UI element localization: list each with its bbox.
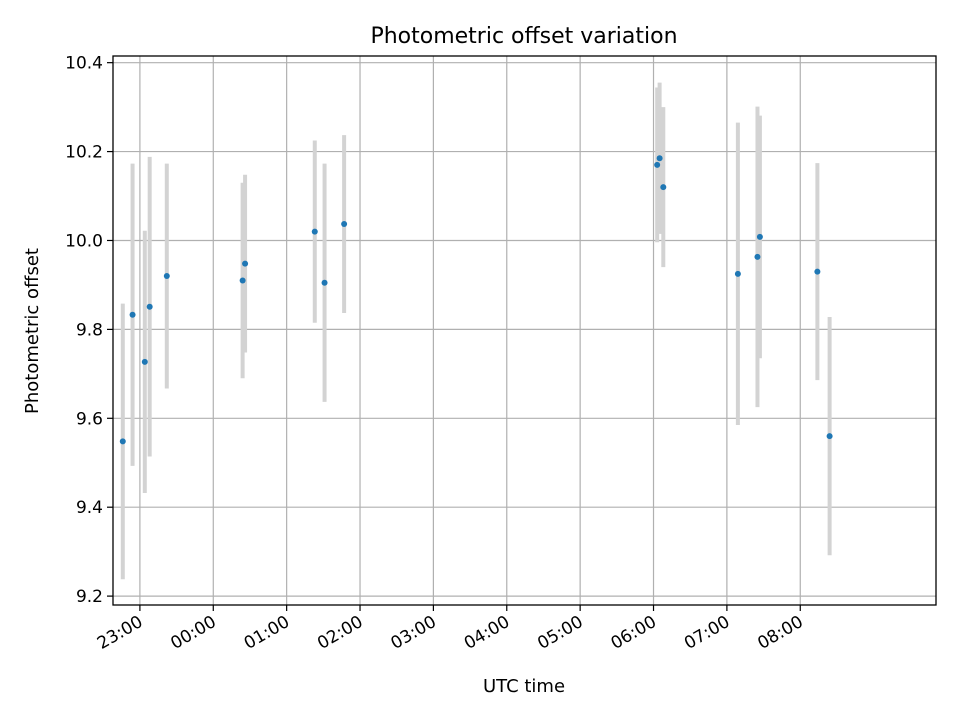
data-point [242, 260, 249, 267]
y-axis-ticks: 9.2 9.4 9.6 9.8 10.0 10.2 10.4 [65, 54, 113, 607]
x-tick-label: 08:00 [754, 612, 806, 654]
chart-title: Photometric offset variation [370, 24, 677, 49]
error-bars [120, 82, 832, 580]
data-point [826, 433, 833, 440]
x-tick-label: 07:00 [681, 612, 733, 654]
data-point [341, 221, 348, 228]
x-tick-label: 05:00 [534, 612, 586, 654]
data-point [311, 228, 318, 235]
data-point [734, 270, 741, 277]
grid [113, 56, 936, 605]
data-point [656, 155, 663, 162]
y-tick-label: 10.0 [65, 231, 103, 251]
data-point [660, 184, 667, 191]
data-point [141, 358, 148, 365]
data-points [119, 155, 833, 445]
x-tick-label: 00:00 [167, 612, 219, 654]
y-tick-label: 9.6 [76, 409, 103, 429]
data-point [654, 161, 661, 168]
data-point [119, 438, 126, 445]
x-tick-label: 06:00 [608, 612, 660, 654]
x-axis-ticks: 23:00 00:00 01:00 02:00 03:00 04:00 05:00 06:00… [94, 605, 807, 654]
x-tick-label: 02:00 [314, 612, 366, 654]
x-tick-label: 23:00 [94, 612, 146, 654]
y-tick-label: 10.4 [65, 54, 103, 74]
data-point [756, 233, 763, 240]
y-tick-label: 9.2 [76, 587, 103, 607]
data-point [239, 277, 246, 284]
y-tick-label: 10.2 [65, 143, 103, 163]
data-point [129, 311, 136, 318]
x-tick-label: 04:00 [461, 612, 513, 654]
x-tick-label: 01:00 [241, 612, 293, 654]
x-axis-label: UTC time [483, 676, 565, 697]
data-point [321, 279, 328, 286]
plot-frame [112, 55, 937, 606]
y-tick-label: 9.8 [76, 320, 103, 340]
x-tick-label: 03:00 [387, 612, 439, 654]
data-point [754, 253, 761, 260]
data-point [163, 273, 170, 280]
data-point [814, 268, 821, 275]
y-tick-label: 9.4 [76, 498, 103, 518]
y-axis-label: Photometric offset [22, 248, 43, 414]
data-point [146, 303, 153, 310]
